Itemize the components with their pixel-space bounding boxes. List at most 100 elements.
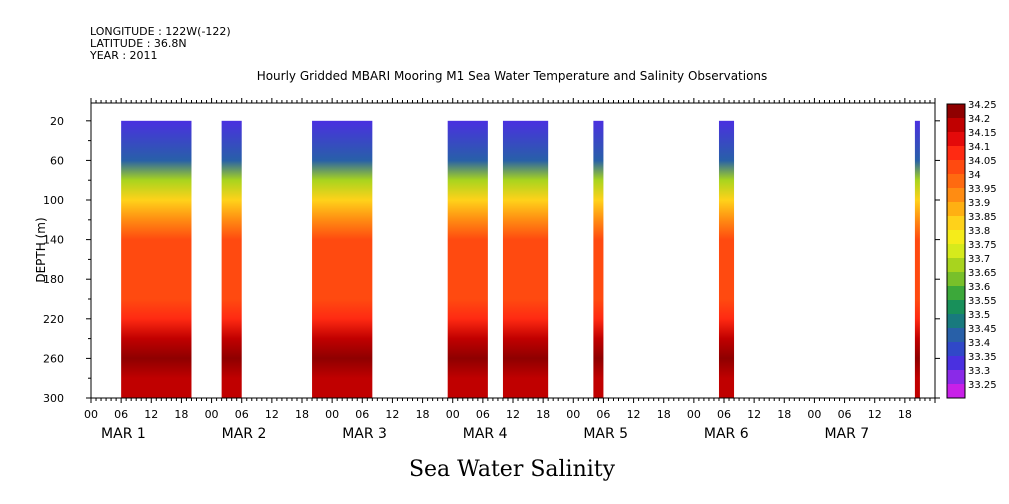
colorbar-label: 33.45 <box>968 324 997 335</box>
colorbar-label: 34.2 <box>968 114 990 125</box>
x-hour-label: 12 <box>747 408 761 421</box>
colorbar-label: 33.25 <box>968 380 997 391</box>
x-hour-label: 00 <box>807 408 821 421</box>
colorbar-label: 33.85 <box>968 212 997 223</box>
x-hour-label: 06 <box>114 408 128 421</box>
x-hour-label: 18 <box>416 408 430 421</box>
x-hour-label: 18 <box>657 408 671 421</box>
x-day-label: MAR 6 <box>704 426 749 442</box>
x-hour-label: 12 <box>265 408 279 421</box>
year-label: YEAR : 2011 <box>89 49 158 62</box>
x-hour-label: 00 <box>566 408 580 421</box>
colorbar-swatch <box>947 328 965 343</box>
colorbar-swatch <box>947 258 965 273</box>
colorbar-label: 33.4 <box>968 338 990 349</box>
x-hour-label: 18 <box>536 408 550 421</box>
x-hour-label: 12 <box>144 408 158 421</box>
y-axis-label: DEPTH (m) <box>34 217 48 282</box>
data-segment <box>121 120 192 399</box>
colorbar-swatch <box>947 230 965 245</box>
x-hour-label: 18 <box>174 408 188 421</box>
x-hour-label: 12 <box>627 408 641 421</box>
x-hour-label: 18 <box>777 408 791 421</box>
colorbar-swatch <box>947 314 965 329</box>
colorbar-swatch <box>947 146 965 161</box>
colorbar-swatch <box>947 272 965 287</box>
colorbar-swatch <box>947 188 965 203</box>
data-segment <box>447 120 488 399</box>
x-hour-label: 18 <box>295 408 309 421</box>
data-segment <box>502 120 549 399</box>
colorbar-frame <box>946 103 966 399</box>
colorbar-label: 34.1 <box>968 142 990 153</box>
x-hour-label: 18 <box>898 408 912 421</box>
colorbar-label: 33.75 <box>968 240 997 251</box>
longitude-label: LONGITUDE : 122W(-122) <box>90 25 231 38</box>
x-hour-label: 06 <box>476 408 490 421</box>
x-day-label: MAR 5 <box>583 426 628 442</box>
y-tick-label: 100 <box>43 194 64 207</box>
colorbar-label: 34 <box>968 170 981 181</box>
colorbar-swatch <box>947 356 965 371</box>
x-hour-label: 00 <box>84 408 98 421</box>
data-segment <box>914 120 920 399</box>
x-hour-label: 00 <box>687 408 701 421</box>
x-hour-label: 12 <box>506 408 520 421</box>
colorbar-swatch <box>947 132 965 147</box>
data-segment <box>312 120 373 399</box>
y-tick-label: 260 <box>43 352 64 365</box>
y-tick-label: 20 <box>50 115 64 128</box>
colorbar-label: 33.9 <box>968 198 990 209</box>
colorbar-swatch <box>947 286 965 301</box>
y-tick-label: 220 <box>43 313 64 326</box>
colorbar-swatch <box>947 244 965 259</box>
y-tick-label: 180 <box>43 273 64 286</box>
colorbar-label: 33.8 <box>968 226 990 237</box>
x-day-label: MAR 4 <box>463 426 508 442</box>
y-tick-label: 60 <box>50 154 64 167</box>
colorbar-swatch <box>947 370 965 385</box>
colorbar-label: 33.6 <box>968 282 990 293</box>
colorbar-label: 33.35 <box>968 352 997 363</box>
plot-area <box>121 120 920 399</box>
x-hour-label: 06 <box>838 408 852 421</box>
colorbar-label: 34.15 <box>968 128 997 139</box>
colorbar-swatch <box>947 202 965 217</box>
x-hour-label: 06 <box>235 408 249 421</box>
colorbar-label: 34.05 <box>968 156 997 167</box>
colorbar-label: 33.65 <box>968 268 997 279</box>
colorbar-swatch <box>947 104 965 119</box>
axes: 20 60 100 140 180 220 260 300 00 06 12 18 00 06 12 18 00… <box>43 98 940 442</box>
x-hour-label: 00 <box>446 408 460 421</box>
colorbar-swatch <box>947 160 965 175</box>
x-hour-label: 00 <box>325 408 339 421</box>
x-day-label: MAR 2 <box>222 426 267 442</box>
colorbar-label: 34.25 <box>968 100 997 111</box>
data-segment <box>718 120 735 399</box>
y-tick-label: 140 <box>43 234 64 247</box>
x-day-label: MAR 7 <box>824 426 869 442</box>
colorbar-swatch <box>947 300 965 315</box>
x-hour-label: 06 <box>355 408 369 421</box>
chart-title: Hourly Gridded MBARI Mooring M1 Sea Wate… <box>257 69 768 83</box>
colorbar-swatch <box>947 118 965 133</box>
colorbar-swatch <box>947 174 965 189</box>
colorbar-label: 33.95 <box>968 184 997 195</box>
colorbar-label: 33.5 <box>968 310 990 321</box>
x-day-label: MAR 3 <box>342 426 387 442</box>
colorbar-swatch <box>947 342 965 357</box>
data-segment <box>593 120 604 399</box>
x-hour-label: 12 <box>868 408 882 421</box>
variable-label: Sea Water Salinity <box>409 457 616 482</box>
colorbar-label: 33.55 <box>968 296 997 307</box>
y-tick-label: 300 <box>43 392 64 405</box>
colorbar-swatch <box>947 384 965 399</box>
x-hour-label: 06 <box>596 408 610 421</box>
colorbar-swatch <box>947 216 965 231</box>
x-day-label: MAR 1 <box>101 426 146 442</box>
data-segment <box>221 120 242 399</box>
x-hour-label: 00 <box>205 408 219 421</box>
colorbar: 34.25 34.2 34.15 34.1 34.05 34 33.95 33.9 33.85 3… <box>946 100 997 399</box>
colorbar-label: 33.7 <box>968 254 990 265</box>
x-hour-label: 06 <box>717 408 731 421</box>
